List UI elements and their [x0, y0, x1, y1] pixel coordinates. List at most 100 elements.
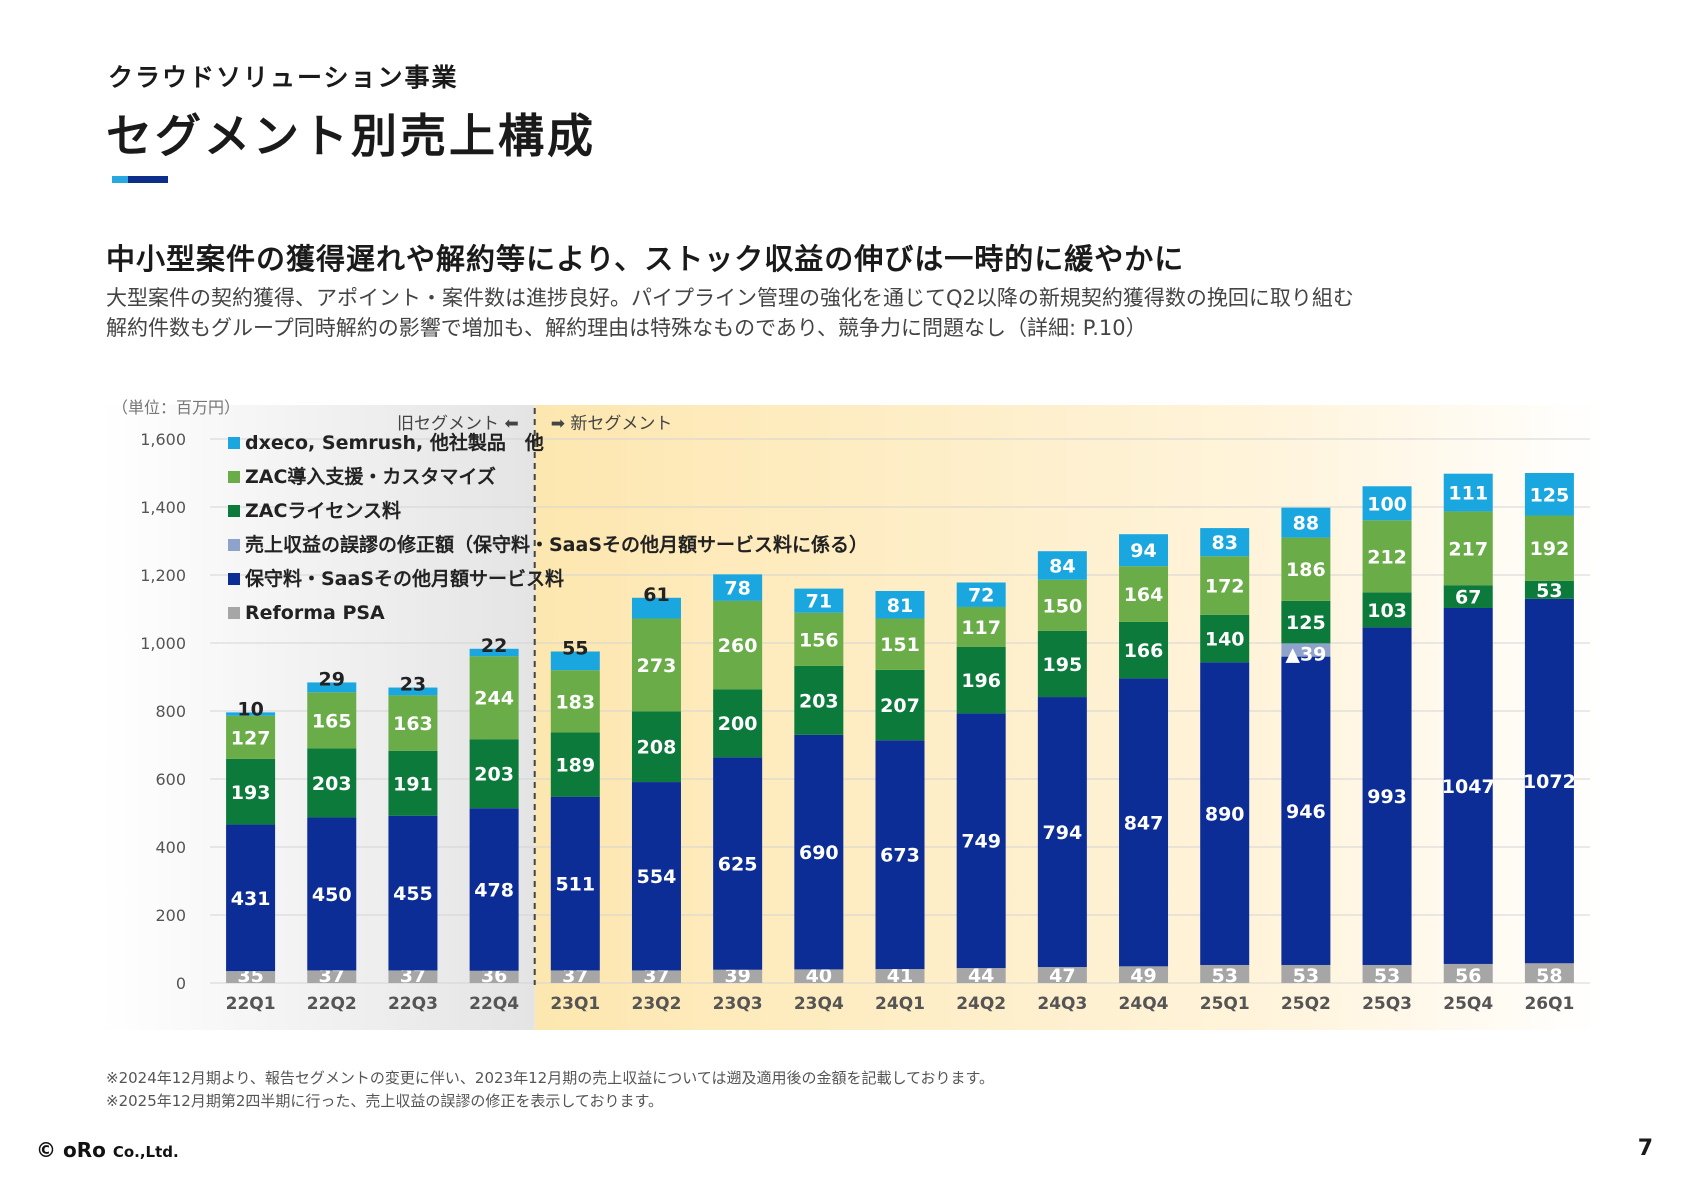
bar-segment-hoshu [794, 734, 844, 970]
data-label: 273 [637, 655, 677, 677]
data-label: 103 [1367, 600, 1407, 622]
bar-segment-dxeco [1524, 473, 1574, 516]
bar-segment-zac-implementation [1281, 537, 1331, 601]
legend-entry: ZAC導入支援・カスタマイズ [245, 465, 496, 488]
data-label: 673 [880, 845, 920, 867]
bar-segment-dxeco [550, 651, 600, 671]
data-label: 83 [1211, 532, 1237, 554]
legend-entry: ZACライセンス料 [245, 499, 401, 522]
bar-segment-reforma [1362, 964, 1412, 983]
data-label: 196 [961, 670, 1001, 692]
data-label: 164 [1124, 584, 1164, 606]
data-label: 244 [474, 688, 514, 710]
bar-segment-hoshu [1524, 598, 1574, 964]
data-label: 78 [724, 578, 750, 600]
x-tick-label: 24Q1 [875, 994, 925, 1014]
data-label: 56 [1455, 965, 1481, 987]
bar-segment-hoshu [307, 817, 357, 971]
data-label: 117 [961, 617, 1001, 639]
data-label: 47 [1049, 965, 1075, 987]
legend-entry: 保守料・SaaSその他月額サービス料 [244, 567, 564, 590]
description-line-1: 大型案件の契約獲得、アポイント・案件数は進捗良好。パイプライン管理の強化を通じて… [106, 286, 1354, 310]
bar-segment-hoshu [1362, 627, 1412, 965]
legend-swatch [228, 539, 240, 551]
data-label: 189 [555, 755, 595, 777]
bar-segment-zac-license [388, 750, 438, 816]
bar-segment-hoshu [1443, 607, 1493, 964]
data-label: 203 [474, 764, 514, 786]
bar-segment-zac-license [307, 748, 357, 818]
page-title: セグメント別売上構成 [106, 109, 596, 163]
data-label: 203 [799, 690, 839, 712]
data-label: 993 [1367, 786, 1407, 808]
data-label: 217 [1448, 538, 1488, 560]
data-label: 40 [806, 965, 832, 987]
headline: 中小型案件の獲得遅れや解約等により、ストック収益の伸びは一時的に緩やかに [106, 242, 1185, 276]
bar-segment-correction [1281, 643, 1331, 657]
footnote-1: ※2024年12月期より、報告セグメントの変更に伴い、2023年12月期の売上収… [106, 1069, 995, 1087]
x-tick-label: 22Q1 [226, 994, 276, 1014]
y-tick-label: 800 [155, 702, 186, 721]
x-tick-label: 23Q2 [632, 994, 682, 1014]
y-tick-label: 1,200 [140, 566, 186, 585]
data-label: 156 [799, 629, 839, 651]
data-label: 39 [724, 965, 750, 987]
data-label: 84 [1049, 555, 1075, 577]
segment-sales-stacked-bar-chart: 0 200 400 600 800 1,000 1,200 1,400 1,600 （単位：百万円… [100, 398, 1601, 1030]
bar-segment-zac-license [550, 732, 600, 797]
y-tick-label: 1,000 [140, 634, 186, 653]
section-label: クラウドソリューション事業 [108, 63, 459, 92]
data-label: 53 [1211, 965, 1237, 987]
bar-segment-dxeco [631, 597, 681, 619]
data-label: 690 [799, 842, 839, 864]
bar-segment-hoshu [1200, 662, 1250, 965]
data-label: 890 [1205, 804, 1245, 826]
bar-segment-dxeco [1281, 507, 1331, 538]
bar-segment-zac-implementation [1119, 566, 1169, 622]
bar-segment-zac-implementation [794, 612, 844, 666]
y-tick-label: 0 [176, 974, 186, 993]
x-tick-label: 24Q4 [1119, 994, 1169, 1014]
bar-segment-reforma [1037, 967, 1087, 983]
x-tick-label: 24Q2 [956, 994, 1006, 1014]
legend-swatch [228, 437, 240, 449]
data-label: 125 [1286, 612, 1326, 634]
bar-segment-zac-implementation [1443, 511, 1493, 586]
data-label: 37 [400, 965, 426, 987]
data-label: 61 [643, 584, 669, 606]
bar-segment-zac-license [1443, 585, 1493, 608]
bar-segment-zac-license [1119, 621, 1169, 679]
new-segment-label: ➡ 新セグメント [551, 414, 673, 434]
bar-segment-zac-implementation [388, 695, 438, 751]
logo-main: © oRo [36, 1138, 106, 1162]
bar-segment-dxeco [1443, 473, 1493, 512]
data-label: 72 [968, 585, 994, 607]
bar-segment-zac-license [1037, 630, 1087, 698]
data-label: 478 [474, 880, 514, 902]
data-label: 186 [1286, 559, 1326, 581]
bar-segment-zac-implementation [226, 715, 276, 759]
data-label: 431 [231, 888, 271, 910]
company-logo: © oRo Co.,Ltd. [36, 1138, 179, 1162]
logo-sub: Co.,Ltd. [112, 1143, 179, 1161]
data-label: 794 [1043, 822, 1083, 844]
data-label: 55 [562, 638, 588, 660]
title-accent-bar [112, 176, 168, 183]
y-tick-label: 400 [155, 838, 186, 857]
bar-segment-zac-implementation [1200, 556, 1250, 615]
legend-swatch [228, 471, 240, 483]
bar-segment-zac-implementation [1524, 515, 1574, 581]
bar-segment-zac-implementation [1362, 520, 1412, 593]
page-number: 7 [1637, 1136, 1653, 1161]
data-label: 151 [880, 634, 920, 656]
data-label: 166 [1124, 640, 1164, 662]
data-label: 165 [312, 710, 352, 732]
bar-segment-zac-implementation [875, 618, 925, 670]
data-label: 203 [312, 773, 352, 795]
data-label: 195 [1043, 654, 1083, 676]
data-label: 450 [312, 884, 352, 906]
bar-segment-reforma [550, 970, 600, 983]
x-tick-label: 25Q3 [1362, 994, 1412, 1014]
bar-segment-reforma [1524, 963, 1574, 983]
bar-segment-hoshu [1119, 678, 1169, 967]
